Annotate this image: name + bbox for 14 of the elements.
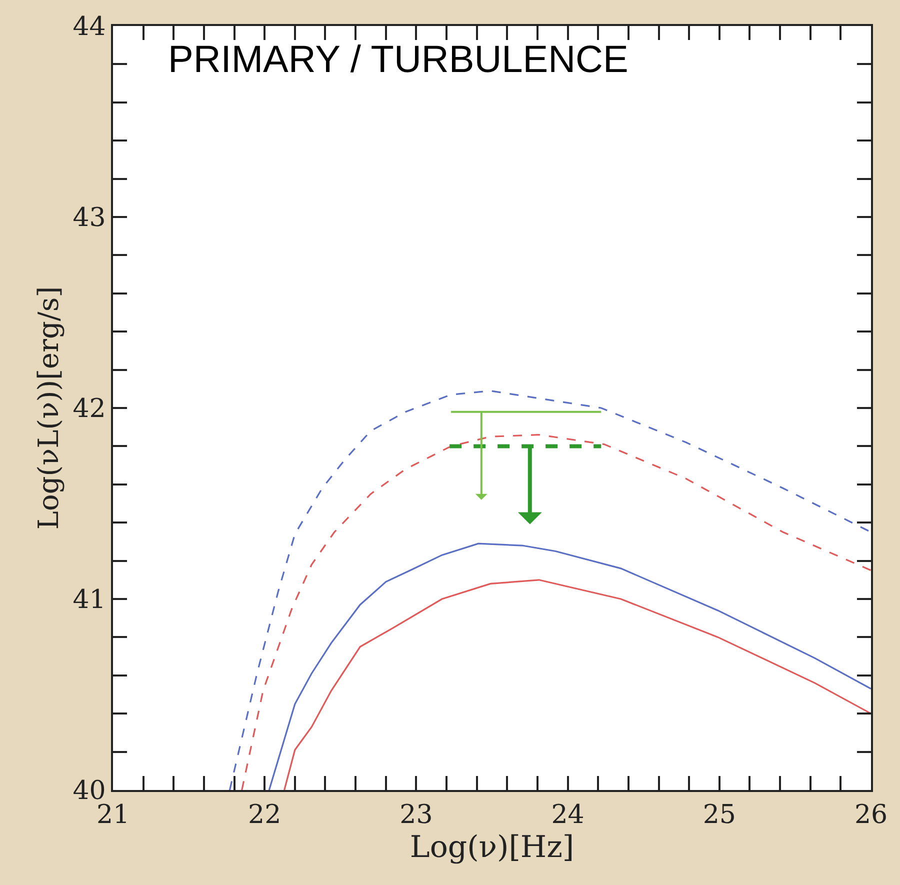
- x-tick-label: 25: [702, 800, 736, 830]
- y-tick-label: 42: [72, 394, 106, 424]
- x-tick-label: 22: [248, 800, 282, 830]
- y-tick-label: 44: [72, 12, 106, 42]
- x-axis-title: Log(ν)[Hz]: [410, 830, 574, 866]
- y-tick-label: 41: [72, 585, 106, 616]
- annotation: PRIMARY / TURBULENCE: [168, 39, 628, 81]
- x-tick-label: 24: [551, 800, 584, 830]
- x-tick-label: 23: [400, 800, 433, 830]
- line-series: [284, 579, 871, 790]
- y-axis-title: Log(νL(ν))[erg/s]: [32, 286, 65, 530]
- line-series: [268, 542, 871, 790]
- y-tick-label: 43: [72, 203, 106, 234]
- x-tick-label: 26: [854, 800, 888, 830]
